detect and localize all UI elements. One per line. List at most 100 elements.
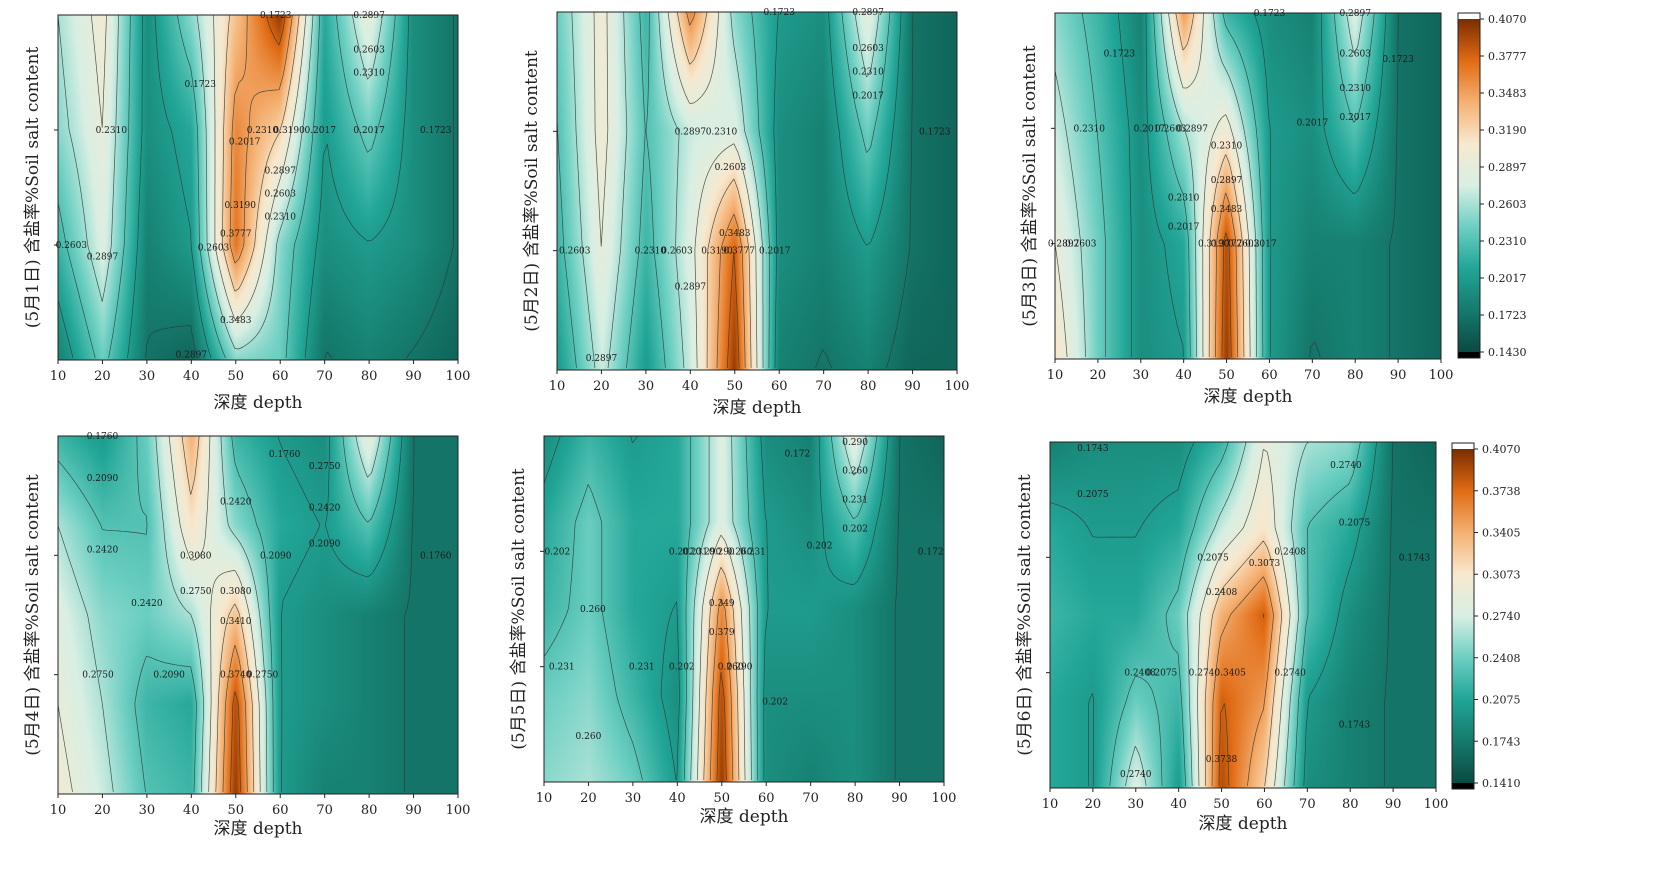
x-tick-label: 100: [1424, 797, 1449, 812]
colorbar-tick-label: 0.2310: [1488, 235, 1527, 248]
contour-line: [543, 435, 878, 781]
contour-value-label: 0.1760: [87, 432, 119, 442]
x-tick-label: 70: [1304, 368, 1321, 383]
contour-value-label: 0.2075: [1197, 553, 1229, 563]
x-tick-label: 90: [405, 369, 422, 384]
contour-value-label: 0.1723: [184, 80, 216, 90]
contour-line: [90, 14, 307, 320]
contour-value-label: 0.202: [669, 663, 695, 673]
contour-value-label: 0.2603: [1065, 240, 1097, 250]
colorbar-1: 0.4070 0.3777 0.3483 0.3190 0.2897 0.2603 0.23…: [1457, 12, 1527, 359]
contour-line: [404, 436, 415, 792]
contour-line: [57, 435, 261, 792]
contour-value-label: 0.2075: [1146, 669, 1178, 679]
contour-line: [593, 11, 758, 368]
contour-value-label: 0.2310: [706, 127, 738, 137]
contour-value-label: 0.202: [842, 524, 868, 534]
colorbar-tick-label: 0.4070: [1488, 13, 1527, 26]
contour-value-label: 0.2310: [635, 247, 667, 257]
contour-line: [1175, 12, 1245, 357]
colorbar-tick-label: 0.1410: [1482, 777, 1521, 790]
x-tick-label: 10: [536, 791, 553, 806]
contour-line: [1204, 540, 1283, 787]
plot-frame: [1054, 12, 1442, 360]
contour-value-label: 0.1743: [1399, 553, 1431, 563]
contour-value-label: 0.2090: [260, 551, 292, 561]
x-tick-label: 60: [272, 369, 289, 384]
contour-value-label: 0.290: [842, 438, 868, 448]
plot-frame: [556, 11, 958, 371]
contour-value-label: 0.2017: [1245, 240, 1277, 250]
x-tick-label: 20: [593, 379, 610, 394]
contour-value-label: 0.3190: [273, 126, 305, 136]
x-tick-label: 60: [272, 803, 289, 818]
contour-line: [815, 12, 914, 369]
x-axis-title: 深度 depth: [213, 393, 302, 413]
contour-value-label: 0.2017: [1134, 124, 1166, 134]
contour-line: [229, 14, 293, 264]
contour-line: [1054, 12, 1251, 358]
contour-value-label: 0.2603: [1339, 49, 1371, 59]
contour-line: [1197, 449, 1291, 787]
contour-line: [1221, 232, 1232, 357]
contour-value-label: 0.2603: [56, 241, 88, 251]
y-axis-title: (5月6日) 含盐率%Soil salt content: [1015, 474, 1035, 756]
x-tick-label: 10: [50, 803, 67, 818]
colorbar-top-cap: [1452, 443, 1474, 449]
contour-value-label: 0.202: [762, 697, 788, 707]
x-tick-label: 40: [682, 379, 699, 394]
heatmap-surface: [58, 436, 458, 794]
contour-value-label: 0.2420: [220, 498, 252, 508]
x-axis-title: 深度 depth: [1198, 814, 1287, 834]
contour-line: [697, 534, 746, 781]
contour-line: [709, 599, 734, 781]
contour-value-label: 0.260: [727, 547, 753, 557]
x-tick-label: 40: [1170, 797, 1187, 812]
contour-value-label: 0.2603: [559, 247, 591, 257]
contour-line: [894, 436, 901, 780]
contour-value-label: 0.2017: [353, 126, 385, 136]
colorbar-tick-label: 0.1743: [1482, 735, 1521, 748]
contour-value-label: 0.3410: [220, 617, 252, 627]
x-tick-label: 90: [904, 379, 921, 394]
contour-value-label: 0.2017: [1168, 222, 1200, 232]
colorbar-tick-label: 0.4070: [1482, 443, 1521, 456]
contour-value-label: 0.2603: [1228, 240, 1260, 250]
x-tick-label: 70: [316, 803, 333, 818]
contour-value-label: 0.2750: [247, 671, 279, 681]
x-tick-label: 20: [1085, 797, 1102, 812]
colorbar-tick-label: 0.3190: [1488, 124, 1527, 137]
contour-value-label: 0.2310: [852, 68, 884, 78]
contour-value-label: 0.1743: [1339, 721, 1371, 731]
contour-value-label: 0.2310: [1211, 142, 1243, 152]
contour-value-label: 0.2017: [229, 138, 261, 148]
x-tick-label: 30: [625, 791, 642, 806]
contour-value-label: 0.2090: [153, 671, 185, 681]
contour-value-label: 0.2750: [309, 462, 341, 472]
contour-line: [1218, 613, 1264, 787]
x-tick-label: 80: [361, 803, 378, 818]
contour-value-label: 0.2408: [1274, 548, 1306, 558]
contour-value-label: 0.1723: [763, 8, 795, 18]
contour-line: [145, 15, 454, 359]
contour-line: [1384, 441, 1394, 786]
y-axis-title: (5月1日) 含盐率%Soil salt content: [23, 47, 43, 329]
contour-line: [676, 11, 752, 368]
contour-value-label: 0.2740: [1120, 770, 1152, 780]
contour-value-label: 0.260: [576, 732, 602, 742]
contour-value-label: 0.2603: [198, 243, 230, 253]
contour-value-label: 0.2310: [1168, 194, 1200, 204]
contour-line: [265, 14, 286, 46]
colorbar-gradient: [1452, 449, 1474, 783]
contour-value-label: 0.2090: [87, 474, 119, 484]
x-tick-label: 80: [847, 791, 864, 806]
x-tick-label: 30: [638, 379, 655, 394]
x-tick-label: 70: [815, 379, 832, 394]
contour-value-label: 0.2897: [586, 354, 618, 364]
x-tick-label: 20: [580, 791, 597, 806]
x-tick-label: 80: [1347, 368, 1364, 383]
contour-value-label: 0.260: [842, 467, 868, 477]
x-axis-title: 深度 depth: [699, 807, 788, 827]
colorbar-tick-label: 0.2408: [1482, 652, 1521, 665]
